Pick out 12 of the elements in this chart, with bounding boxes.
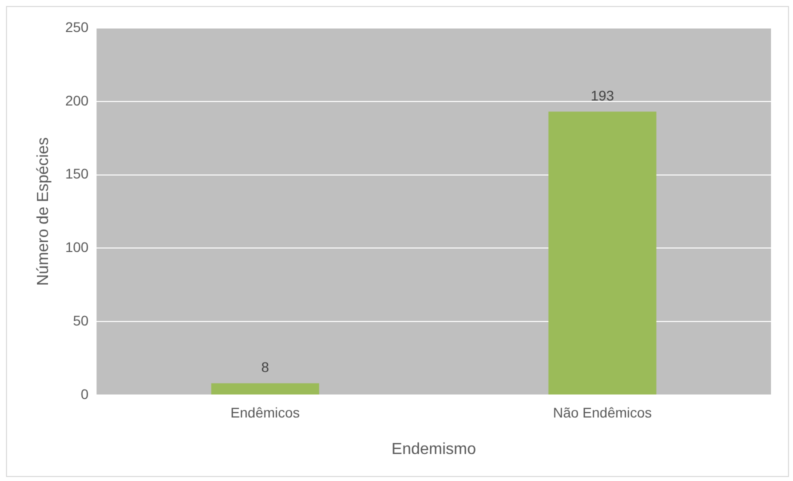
y-tick-label: 150 [65,166,89,182]
x-axis-title: Endemismo [392,440,476,458]
y-tick-label: 0 [80,386,89,402]
data-label: 193 [590,88,614,104]
y-tick-label: 100 [65,239,89,256]
y-tick-label: 200 [65,92,89,108]
x-tick-label: Endêmicos [230,404,300,420]
y-tick-label: 50 [72,312,89,328]
y-tick-label: 250 [65,18,89,35]
data-label: 8 [261,359,270,376]
y-axis-title: Número de Espécies [35,137,52,286]
x-tick-label: Não Endêmicos [552,404,652,420]
